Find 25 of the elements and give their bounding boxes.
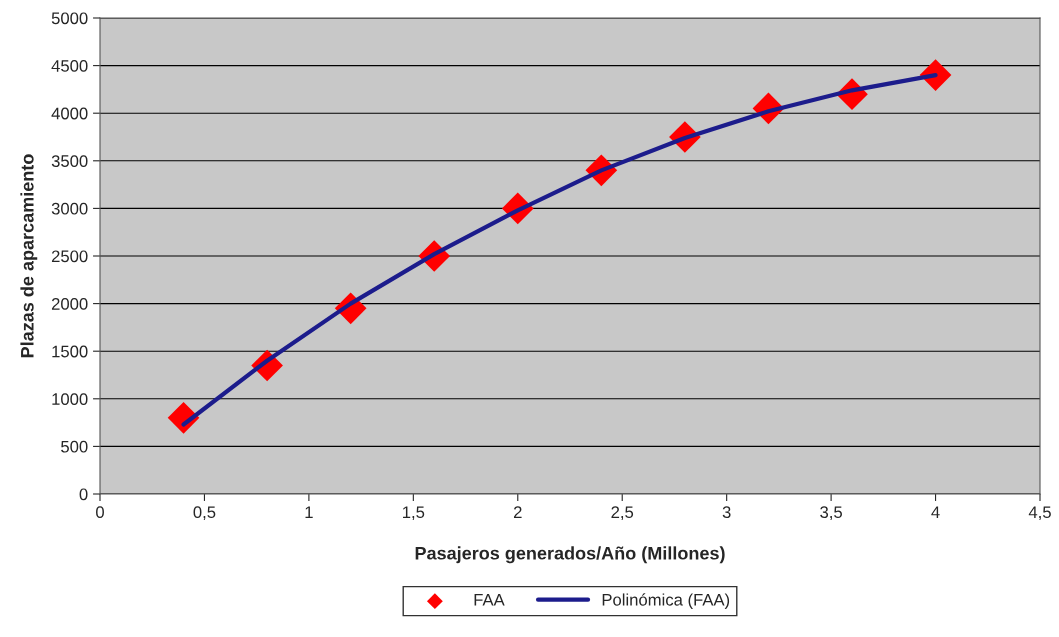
x-axis-title: Pasajeros generados/Año (Millones): [415, 546, 725, 564]
y-tick-label: 2500: [51, 250, 88, 263]
y-tick-label: 3000: [51, 202, 88, 215]
x-tick-label: 4: [931, 506, 940, 518]
y-tick-label: 0: [79, 488, 88, 501]
y-tick-label: 2000: [51, 298, 88, 310]
y-tick-label: 1000: [52, 393, 88, 405]
y-tick-label: 4000: [51, 107, 88, 120]
x-tick-label: 4,5: [1028, 506, 1051, 521]
legend-label: FAA: [474, 594, 505, 606]
x-tick-label: 3: [722, 506, 731, 519]
x-tick-label: 2,5: [611, 506, 634, 521]
y-tick-label: 4500: [51, 60, 88, 72]
y-axis-title: Plazas de aparcamiento: [20, 154, 38, 358]
y-tick-label: 500: [61, 440, 88, 453]
x-tick-label: 0: [96, 506, 104, 519]
y-tick-label: 1500: [52, 345, 88, 358]
y-tick-label: 5000: [51, 12, 88, 25]
legend-label: Polinómica (FAA): [602, 593, 730, 609]
x-tick-label: 3,5: [820, 506, 842, 521]
x-tick-label: 1: [305, 506, 313, 518]
x-tick-label: 1,5: [403, 506, 425, 521]
y-tick-label: 3500: [51, 155, 88, 167]
x-tick-label: 0,5: [193, 506, 216, 521]
x-tick-label: 2: [513, 506, 522, 518]
